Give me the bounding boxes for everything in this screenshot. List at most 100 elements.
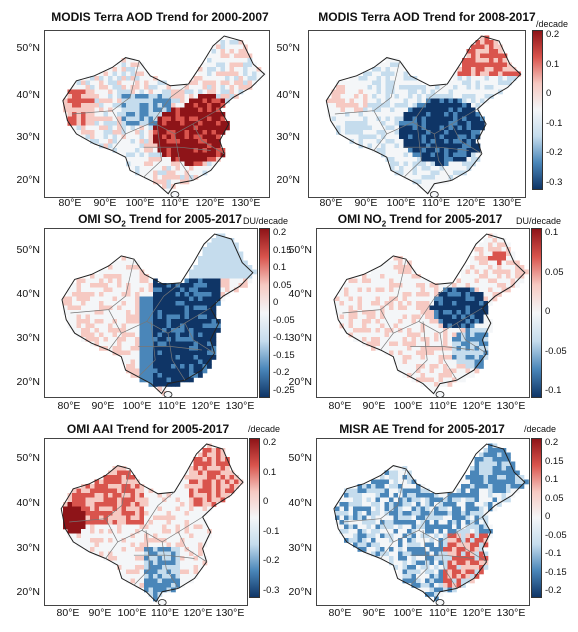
trend-cell	[448, 175, 454, 180]
trend-cell	[72, 107, 77, 113]
trend-cell	[411, 377, 417, 383]
trend-cell	[385, 125, 391, 131]
trend-cell	[247, 62, 253, 68]
trend-cell	[85, 305, 91, 311]
trend-cell	[130, 292, 136, 297]
trend-cell	[135, 278, 140, 284]
trend-cell	[420, 583, 426, 588]
trend-cell	[353, 533, 358, 539]
trend-cell	[471, 134, 476, 140]
trend-cell	[389, 260, 394, 266]
trend-cell	[193, 364, 199, 369]
trend-cell	[394, 112, 400, 117]
trend-cell	[121, 319, 127, 324]
trend-cell	[461, 337, 466, 342]
trend-cell	[171, 556, 176, 561]
lon-label: 90°E	[88, 607, 112, 619]
lon-label: 120°E	[462, 400, 492, 412]
trend-cell	[166, 170, 172, 176]
trend-cell	[76, 538, 82, 543]
trend-cell	[407, 533, 412, 539]
trend-cell	[497, 493, 502, 498]
trend-cell	[480, 125, 485, 131]
trend-cell	[429, 583, 435, 588]
trend-cell	[81, 107, 86, 113]
trend-cell	[402, 556, 408, 561]
trend-cell	[121, 475, 127, 480]
trend-cell	[144, 166, 149, 171]
trend-cell	[157, 547, 163, 552]
trend-cell	[117, 292, 122, 297]
trend-cell	[184, 350, 190, 356]
trend-cell	[184, 560, 190, 566]
trend-cell	[184, 355, 190, 360]
trend-cell	[90, 547, 95, 552]
trend-cell	[426, 184, 431, 189]
trend-cell	[220, 466, 226, 471]
trend-cell	[362, 274, 367, 279]
trend-cell	[180, 565, 185, 570]
trend-cell	[425, 547, 430, 552]
trend-cell	[367, 139, 373, 144]
trend-cell	[398, 346, 403, 351]
trend-cell	[198, 89, 203, 95]
trend-cell	[139, 112, 145, 117]
trend-cell	[470, 283, 475, 288]
trend-cell	[357, 305, 363, 311]
trend-cell	[348, 515, 354, 521]
trend-cell	[408, 94, 413, 99]
trend-cell	[461, 319, 466, 324]
trend-cell	[234, 260, 239, 266]
trend-cell	[144, 278, 149, 284]
trend-cell	[112, 511, 118, 516]
trend-cell	[385, 103, 391, 108]
trend-cell	[475, 103, 481, 108]
trend-cell	[166, 515, 172, 521]
trend-cell	[408, 125, 413, 131]
trend-cell	[130, 80, 136, 86]
trend-cell	[425, 287, 430, 293]
trend-cell	[216, 265, 221, 270]
trend-cell	[444, 107, 449, 113]
trend-cell	[193, 569, 199, 575]
trend-cell	[479, 506, 484, 512]
trend-cell	[157, 377, 163, 383]
trend-cell	[94, 328, 100, 333]
trend-cell	[398, 479, 403, 485]
trend-cell	[393, 497, 399, 503]
trend-cell	[198, 265, 203, 270]
trend-cell	[479, 524, 484, 530]
trend-cell	[402, 287, 408, 293]
trend-cell	[474, 556, 480, 561]
trend-cell	[474, 475, 480, 480]
trend-cell	[207, 116, 212, 122]
trend-cell	[144, 506, 149, 512]
trend-cell	[202, 103, 208, 108]
trend-cell	[480, 98, 485, 104]
trend-cell	[202, 121, 208, 126]
trend-cell	[63, 515, 68, 521]
trend-cell	[153, 310, 158, 315]
trend-cell	[407, 274, 412, 279]
trend-cell	[461, 529, 466, 534]
trend-cell	[461, 560, 466, 566]
trend-cell	[202, 283, 208, 288]
trend-cell	[99, 538, 104, 543]
trend-cell	[439, 89, 445, 95]
trend-cell	[407, 310, 412, 315]
trend-cell	[180, 305, 185, 311]
trend-cell	[456, 547, 462, 552]
trend-cell	[153, 565, 158, 570]
trend-cell	[349, 125, 355, 131]
colorbar	[531, 438, 542, 598]
trend-cell	[175, 319, 181, 324]
trend-cell	[216, 242, 221, 248]
trend-cell	[112, 71, 118, 77]
trend-cell	[483, 242, 489, 248]
trend-cell	[229, 283, 235, 288]
trend-cell	[470, 346, 475, 351]
trend-cell	[162, 368, 167, 374]
trend-cell	[452, 556, 457, 561]
trend-cell	[349, 94, 355, 99]
trend-cell	[398, 323, 403, 329]
